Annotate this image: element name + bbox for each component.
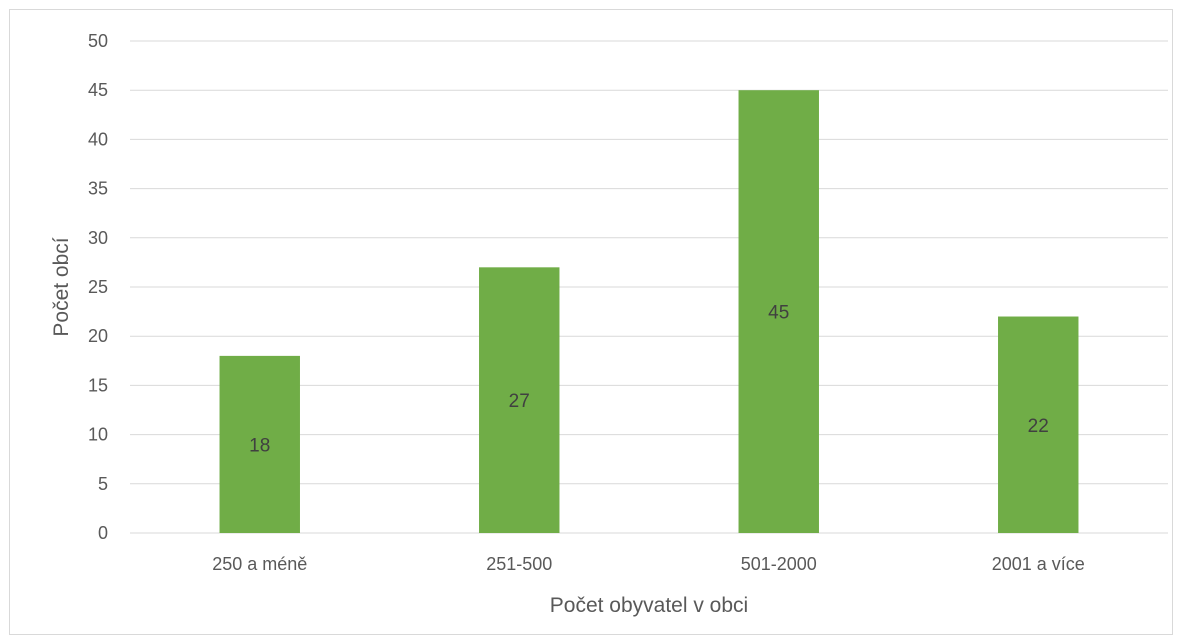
y-tick-label: 45: [88, 80, 108, 100]
gridlines: [130, 40, 1168, 534]
x-tick-label: 250 a méně: [212, 554, 307, 574]
bar-4: [998, 316, 1079, 533]
data-label: 18: [249, 435, 270, 456]
data-label: 22: [1028, 416, 1049, 437]
data-label: 45: [768, 303, 789, 324]
bars: 18 27 45 22: [219, 90, 1079, 533]
y-tick-label: 0: [98, 523, 108, 543]
data-label: 27: [509, 391, 530, 412]
y-tick-label: 40: [88, 129, 108, 149]
bar-2: [479, 267, 560, 533]
y-axis-ticks: 0 5 10 15 20 25 30 35 40 45 50: [88, 31, 108, 543]
y-axis-title: Počet obcí: [50, 237, 73, 336]
x-axis-ticks: 250 a méně 251-500 501-2000 2001 a více: [212, 554, 1085, 574]
y-tick-label: 5: [98, 474, 108, 494]
x-axis-title: Počet obyvatel v obci: [550, 594, 748, 617]
y-tick-label: 20: [88, 326, 108, 346]
y-tick-label: 10: [88, 425, 108, 445]
y-tick-label: 30: [88, 228, 108, 248]
y-tick-label: 50: [88, 31, 108, 51]
x-tick-label: 2001 a více: [992, 554, 1085, 574]
x-tick-label: 251-500: [486, 554, 552, 574]
bar-1: [219, 355, 300, 533]
bar-3: [738, 90, 819, 533]
y-tick-label: 35: [88, 179, 108, 199]
y-tick-label: 15: [88, 375, 108, 395]
y-tick-label: 25: [88, 277, 108, 297]
x-tick-label: 501-2000: [741, 554, 817, 574]
chart-frame: [9, 9, 1173, 635]
